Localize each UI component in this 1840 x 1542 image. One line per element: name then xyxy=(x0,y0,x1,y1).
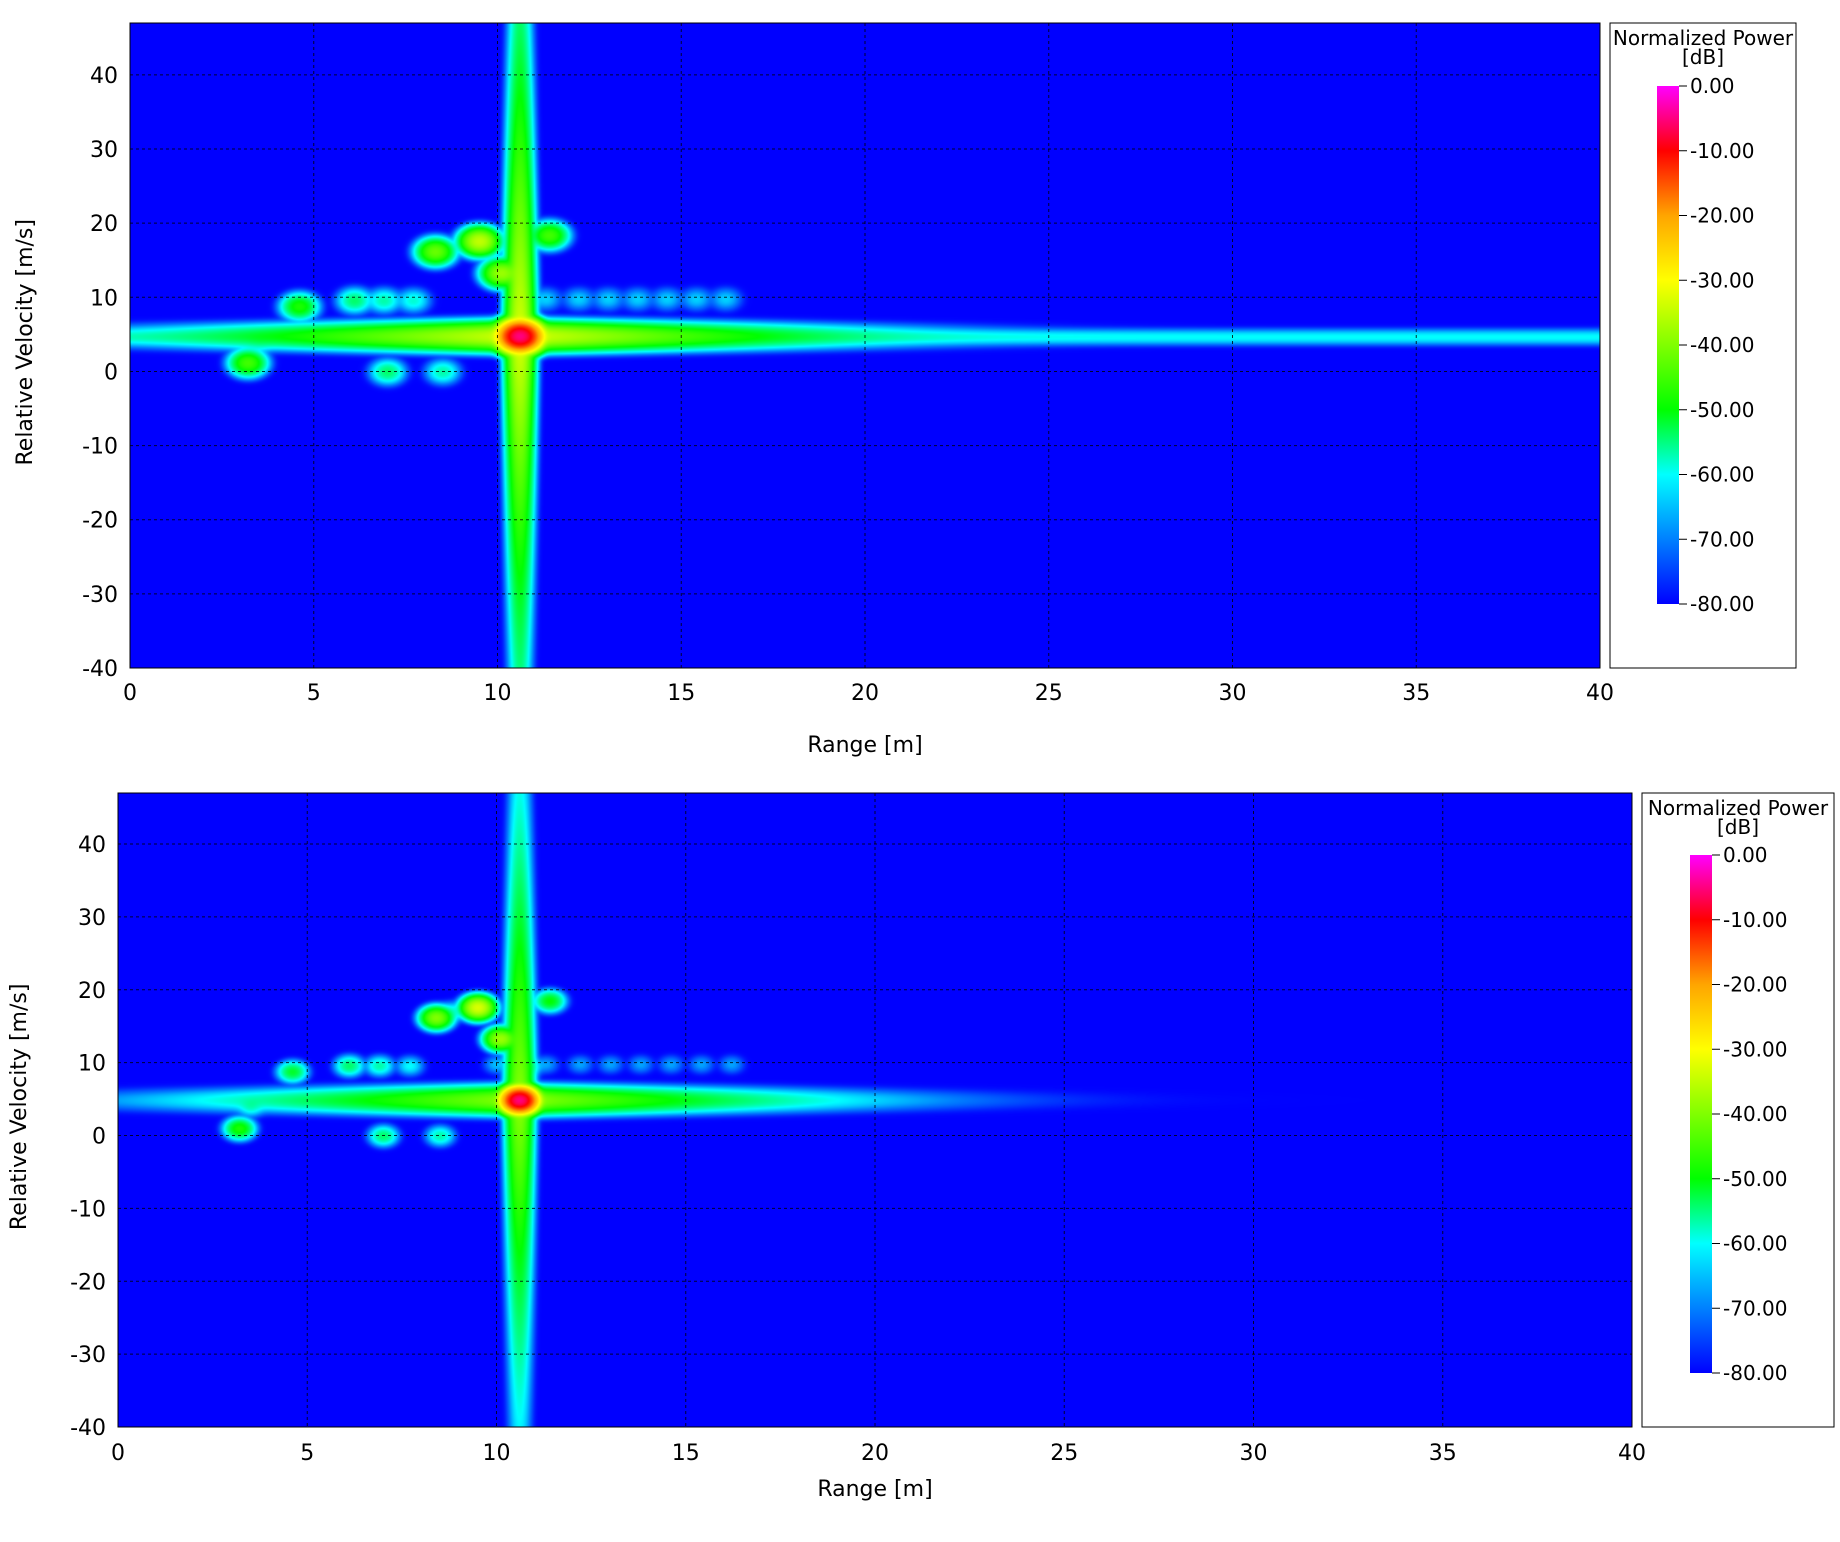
colorbar-title: Normalized Power xyxy=(1648,796,1829,820)
colorbar-tick-label: -80.00 xyxy=(1723,1361,1787,1385)
y-tick-label: 40 xyxy=(78,833,106,858)
x-tick-label: 20 xyxy=(861,1441,889,1466)
x-axis-label: Range [m] xyxy=(817,1477,932,1502)
x-tick-label: 10 xyxy=(483,1441,511,1466)
colorbar-unit: [dB] xyxy=(1682,45,1724,69)
y-axis-label: Relative Velocity [m/s] xyxy=(7,984,32,1230)
range-doppler-map-top: 0 5 10 15 20 25 30 35 40 40 30 20 10 0 -10 -20 -30 -40 Ran… xyxy=(13,22,1797,758)
colorbar-tick-label: -40.00 xyxy=(1690,333,1754,357)
grid xyxy=(118,793,1632,1427)
colorbar-tick-label: -20.00 xyxy=(1723,973,1787,997)
colorbar-tick-label: -40.00 xyxy=(1723,1102,1787,1126)
x-tick-label: 25 xyxy=(1050,1441,1078,1466)
x-tick-label: 30 xyxy=(1219,681,1247,706)
x-axis-label: Range [m] xyxy=(807,733,922,758)
colorbar-gradient xyxy=(1690,855,1712,1373)
colorbar-tick-label: -80.00 xyxy=(1690,592,1754,616)
y-tick-label: -10 xyxy=(82,435,118,460)
y-tick-label: 20 xyxy=(90,212,118,237)
y-tick-label: -10 xyxy=(70,1197,106,1222)
x-tick-label: 0 xyxy=(123,681,137,706)
colorbar-tick-label: 0.00 xyxy=(1723,843,1768,867)
colorbar-tick-label: -10.00 xyxy=(1690,139,1754,163)
colorbar-tick-label: -60.00 xyxy=(1723,1232,1787,1256)
x-tick-label: 40 xyxy=(1586,681,1614,706)
x-tick-label: 5 xyxy=(307,681,321,706)
y-tick-label: 0 xyxy=(104,360,118,385)
y-tick-label: 40 xyxy=(90,64,118,89)
heatmap-raster xyxy=(118,793,1632,1427)
colorbar-tick-label: -50.00 xyxy=(1723,1167,1787,1191)
y-tick-label: -30 xyxy=(70,1343,106,1368)
heatmap-raster xyxy=(130,23,1600,668)
colorbar-tick-label: 0.00 xyxy=(1690,74,1735,98)
x-tick-label: 35 xyxy=(1402,681,1430,706)
grid xyxy=(130,23,1600,668)
colorbar-gradient xyxy=(1657,86,1679,604)
x-tick-label: 15 xyxy=(667,681,695,706)
colorbar-tick-label: -30.00 xyxy=(1723,1037,1787,1061)
colorbar-panel xyxy=(1641,792,1835,1428)
colorbar-tick-label: -60.00 xyxy=(1690,463,1754,487)
colorbar-title: Normalized Power xyxy=(1613,26,1794,50)
y-tick-label: 30 xyxy=(90,138,118,163)
y-axis-label: Relative Velocity [m/s] xyxy=(13,219,38,465)
x-tick-label: 15 xyxy=(672,1441,700,1466)
y-tick-label: -20 xyxy=(82,509,118,534)
x-tick-label: 20 xyxy=(851,681,879,706)
colorbar-tick-label: -70.00 xyxy=(1690,527,1754,551)
y-tick-label: 10 xyxy=(90,286,118,311)
colorbar-tick-label: -10.00 xyxy=(1723,908,1787,932)
colorbar-panel xyxy=(1609,22,1797,669)
x-tick-label: 30 xyxy=(1240,1441,1268,1466)
x-tick-label: 35 xyxy=(1429,1441,1457,1466)
x-tick-label: 0 xyxy=(111,1441,125,1466)
top-chart-panel: 0 5 10 15 20 25 30 35 40 40 30 20 10 0 -10 -20 -30 -40 Ran… xyxy=(0,0,1840,760)
y-tick-label: -40 xyxy=(70,1416,106,1441)
colorbar-tick-label: -30.00 xyxy=(1690,268,1754,292)
plot-frame xyxy=(129,22,1601,669)
range-doppler-map-bottom: 0 5 10 15 20 25 30 35 40 40 30 20 10 0 -10 -20 -30 -40 Ran… xyxy=(7,792,1835,1502)
x-tick-label: 40 xyxy=(1618,1441,1646,1466)
x-tick-label: 5 xyxy=(300,1441,314,1466)
plot-frame xyxy=(117,792,1633,1428)
y-tick-label: -40 xyxy=(82,657,118,682)
colorbar-tick-label: -70.00 xyxy=(1723,1296,1787,1320)
colorbar-tick-label: -20.00 xyxy=(1690,204,1754,228)
x-tick-label: 10 xyxy=(484,681,512,706)
x-tick-label: 25 xyxy=(1035,681,1063,706)
colorbar-tick-label: -50.00 xyxy=(1690,398,1754,422)
y-tick-label: 10 xyxy=(78,1052,106,1077)
y-tick-label: -20 xyxy=(70,1270,106,1295)
colorbar-unit: [dB] xyxy=(1717,815,1759,839)
y-tick-label: 30 xyxy=(78,906,106,931)
y-tick-label: 20 xyxy=(78,979,106,1004)
y-tick-label: 0 xyxy=(92,1125,106,1150)
y-tick-label: -30 xyxy=(82,583,118,608)
bottom-chart-panel: 0 5 10 15 20 25 30 35 40 40 30 20 10 0 -10 -20 -30 -40 Ran… xyxy=(0,760,1840,1538)
